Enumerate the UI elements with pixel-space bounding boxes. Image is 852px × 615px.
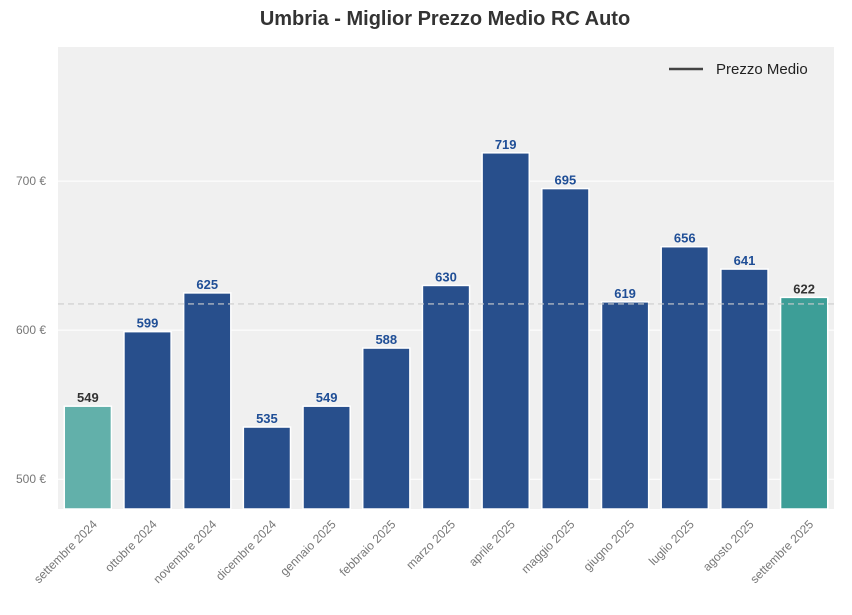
x-tick-label: aprile 2025 — [466, 517, 518, 569]
x-tick-label: settembre 2025 — [747, 517, 816, 586]
bar-value-label: 549 — [316, 390, 338, 405]
y-tick-label: 600 € — [16, 323, 46, 337]
x-tick-label: ottobre 2024 — [102, 517, 160, 575]
x-tick-label: novembre 2024 — [150, 517, 219, 586]
bar — [63, 405, 113, 510]
chart-title: Umbria - Miglior Prezzo Medio RC Auto — [260, 8, 630, 30]
x-tick-label: gennaio 2025 — [277, 517, 339, 579]
bar — [720, 268, 769, 510]
y-axis-ticks: 500 € 600 € 700 € — [16, 174, 46, 486]
bar — [123, 330, 172, 510]
bar-value-label: 622 — [793, 281, 815, 296]
bar-value-label: 656 — [674, 231, 696, 246]
legend: Prezzo Medio — [669, 61, 808, 78]
bar-value-label: 641 — [734, 253, 756, 268]
bar-value-label: 535 — [256, 411, 278, 426]
bar-value-label: 719 — [495, 137, 517, 152]
bars — [63, 152, 829, 510]
y-tick-label: 500 € — [16, 472, 46, 486]
bar — [182, 292, 232, 510]
bar — [421, 284, 471, 510]
x-tick-label: maggio 2025 — [519, 517, 578, 576]
x-tick-label: agosto 2025 — [700, 517, 757, 574]
y-tick-label: 700 € — [16, 174, 46, 188]
bar — [242, 426, 292, 510]
legend-label: Prezzo Medio — [716, 61, 808, 78]
x-tick-label: luglio 2025 — [646, 517, 697, 568]
value-labels: 549 599 625 535 549 588 630 719 695 619 656 641 622 — [77, 137, 815, 426]
bar-value-label: 599 — [137, 316, 159, 331]
bar-value-label: 619 — [614, 286, 636, 301]
x-tick-label: febbraio 2025 — [337, 517, 399, 579]
bar — [779, 296, 829, 510]
bar-value-label: 549 — [77, 390, 99, 405]
bar — [541, 187, 590, 510]
bar-value-label: 625 — [196, 277, 218, 292]
x-tick-label: giugno 2025 — [581, 517, 638, 574]
bar — [600, 301, 650, 510]
bar — [361, 347, 411, 510]
bar — [660, 245, 710, 510]
bar-value-label: 695 — [555, 173, 577, 188]
bar — [302, 405, 351, 510]
x-tick-label: marzo 2025 — [403, 517, 458, 572]
bar-value-label: 630 — [435, 269, 457, 284]
bar — [481, 152, 531, 510]
x-tick-label: dicembre 2024 — [213, 517, 279, 583]
bar-value-label: 588 — [375, 332, 397, 347]
x-tick-label: settembre 2024 — [31, 517, 100, 586]
